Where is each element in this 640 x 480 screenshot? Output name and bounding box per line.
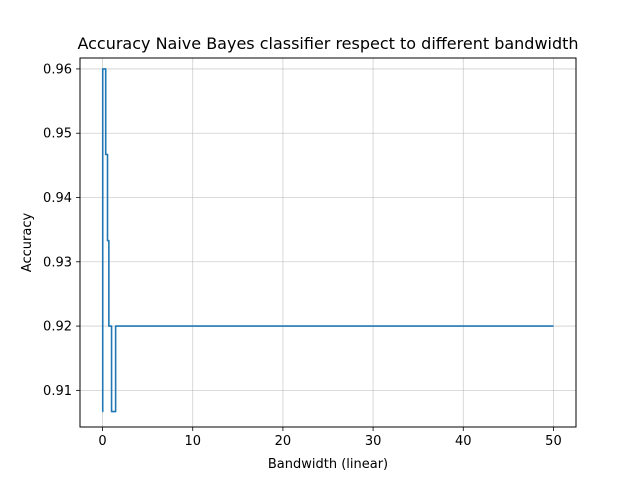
x-axis-label: Bandwidth (linear)	[268, 457, 388, 472]
y-tick-label: 0.91	[43, 384, 72, 399]
y-tick-label: 0.96	[43, 62, 72, 77]
y-tick-label: 0.93	[43, 255, 72, 270]
y-tick-label: 0.92	[43, 320, 72, 335]
ticks: 0 10 20 30 40 50 0.91 0.92 0.93 0.94 0.95 0.96	[43, 62, 562, 449]
y-tick-label: 0.95	[43, 127, 72, 142]
chart-title: Accuracy Naive Bayes classifier respect …	[77, 34, 578, 53]
x-tick-label: 40	[455, 434, 472, 449]
x-tick-label: 10	[184, 434, 201, 449]
x-tick-label: 0	[98, 434, 106, 449]
grid	[80, 58, 576, 427]
plot-frame	[79, 57, 577, 428]
x-tick-label: 30	[365, 434, 382, 449]
y-tick-label: 0.94	[43, 191, 72, 206]
series-layer	[101, 68, 554, 413]
x-tick-label: 50	[545, 434, 562, 449]
series-line	[101, 68, 554, 413]
y-axis-label: Accuracy	[20, 213, 35, 273]
x-tick-label: 20	[275, 434, 292, 449]
